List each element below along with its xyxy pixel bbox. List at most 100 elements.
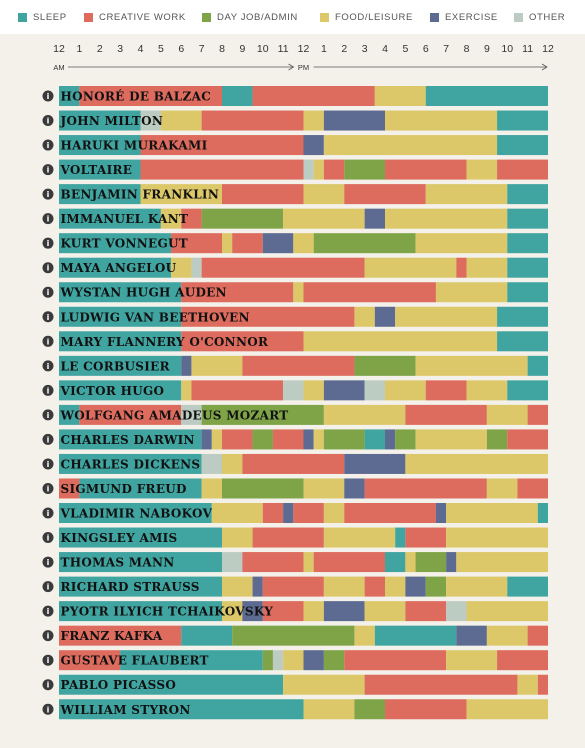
- info-icon[interactable]: i: [42, 262, 54, 274]
- info-icon[interactable]: i: [42, 384, 54, 396]
- segment-sleep: [497, 135, 548, 156]
- info-icon[interactable]: i: [42, 213, 54, 225]
- segment-sleep: [59, 674, 284, 695]
- segment-food: [354, 625, 375, 646]
- segment-sleep: [59, 527, 222, 548]
- info-icon[interactable]: i: [42, 335, 54, 347]
- info-icon[interactable]: i: [42, 532, 54, 544]
- tick-label: 7: [443, 43, 449, 55]
- segment-creative: [252, 86, 375, 106]
- segment-sleep: [222, 86, 253, 106]
- person-name-label: KINGSLEY AMIS: [61, 531, 178, 545]
- info-icon[interactable]: i: [42, 679, 54, 691]
- segment-creative: [181, 306, 355, 327]
- person-row: i HARUKI MURAKAMI: [42, 135, 548, 156]
- segment-creative: [181, 208, 202, 229]
- segment-exercise: [181, 355, 192, 376]
- segment-sleep: [181, 625, 233, 646]
- person-row: i VLADIMIR NABOKOV: [42, 503, 548, 524]
- segment-food: [222, 527, 253, 548]
- segment-sleep: [59, 429, 202, 450]
- segment-sleep: [59, 110, 141, 131]
- info-icon[interactable]: i: [42, 630, 54, 642]
- segment-sleep: [507, 184, 548, 205]
- info-icon[interactable]: i: [42, 433, 54, 445]
- svg-text:i: i: [47, 386, 50, 395]
- segment-food: [466, 699, 548, 720]
- person-row: i KURT VONNEGUT: [42, 233, 548, 254]
- pm-label: PM: [298, 63, 309, 72]
- segment-dayjob: [354, 355, 416, 376]
- segment-creative: [181, 331, 304, 352]
- segment-sleep: [507, 380, 548, 401]
- info-icon[interactable]: i: [42, 188, 54, 200]
- person-row: i RICHARD STRAUSS: [42, 576, 548, 597]
- legend-item-sleep: SLEEP: [18, 10, 67, 24]
- segment-creative: [293, 503, 324, 524]
- segment-creative: [242, 355, 355, 376]
- segment-food: [201, 478, 222, 499]
- segment-food: [191, 355, 243, 376]
- segment-dayjob: [486, 429, 508, 450]
- segment-sleep: [385, 552, 406, 573]
- svg-text:i: i: [47, 411, 50, 420]
- info-icon[interactable]: i: [42, 581, 54, 593]
- legend-label-exercise: EXERCISE: [445, 11, 498, 23]
- segment-creative: [140, 135, 304, 156]
- segment-sleep: [59, 135, 141, 156]
- segment-sleep: [59, 331, 182, 352]
- info-icon[interactable]: i: [42, 507, 54, 519]
- person-name-label: PABLO PICASSO: [61, 678, 177, 692]
- info-icon[interactable]: i: [42, 237, 54, 249]
- info-icon[interactable]: i: [42, 458, 54, 470]
- segment-food: [313, 159, 324, 180]
- segment-sleep: [59, 184, 141, 205]
- person-name-label: GUSTAVE FLAUBERT: [61, 654, 209, 668]
- am-label: AM: [53, 63, 64, 72]
- segment-food: [385, 380, 426, 401]
- person-row: i LUDWIG VAN BEETHOVEN: [42, 306, 548, 327]
- info-icon[interactable]: i: [42, 139, 54, 151]
- info-icon[interactable]: i: [42, 164, 54, 176]
- person-name-label: THOMAS MANN: [61, 556, 175, 570]
- segment-sleep: [374, 625, 457, 646]
- segment-creative: [313, 552, 385, 573]
- segment-sleep: [497, 110, 548, 131]
- info-icon[interactable]: i: [42, 409, 54, 421]
- info-icon[interactable]: i: [42, 605, 54, 617]
- segment-sleep: [507, 282, 548, 303]
- segment-creative: [527, 404, 548, 425]
- segment-dayjob: [201, 404, 324, 425]
- person-name-label: MARY FLANNERY O'CONNOR: [61, 335, 269, 349]
- segment-creative: [364, 674, 518, 695]
- info-icon[interactable]: i: [42, 703, 54, 715]
- info-icon[interactable]: i: [42, 654, 54, 666]
- info-icon[interactable]: i: [42, 482, 54, 494]
- segment-creative: [517, 478, 548, 499]
- info-icon[interactable]: i: [42, 286, 54, 298]
- segment-food: [303, 380, 324, 401]
- info-icon[interactable]: i: [42, 115, 54, 127]
- info-icon[interactable]: i: [42, 360, 54, 372]
- segment-sleep: [59, 601, 222, 622]
- segment-dayjob: [232, 625, 355, 646]
- info-icon[interactable]: i: [42, 311, 54, 323]
- segment-creative: [364, 576, 385, 597]
- person-name-label: IMMANUEL KANT: [61, 212, 189, 226]
- person-row: i IMMANUEL KANT: [42, 208, 548, 229]
- info-icon[interactable]: i: [42, 90, 54, 102]
- segment-creative: [59, 478, 80, 499]
- segment-other: [283, 380, 304, 401]
- segment-food: [405, 552, 416, 573]
- person-name-label: VOLTAIRE: [60, 163, 133, 177]
- info-icon[interactable]: i: [42, 556, 54, 568]
- segment-dayjob: [395, 429, 416, 450]
- person-row: i JOHN MILTON: [42, 110, 548, 131]
- segment-dayjob: [313, 233, 416, 254]
- segment-creative: [181, 282, 294, 303]
- legend: SLEEP CREATIVE WORK DAY JOB/ADMIN FOOD/LEIS…: [0, 0, 585, 34]
- segment-exercise: [242, 601, 263, 622]
- segment-food: [303, 184, 345, 205]
- segment-exercise: [405, 576, 426, 597]
